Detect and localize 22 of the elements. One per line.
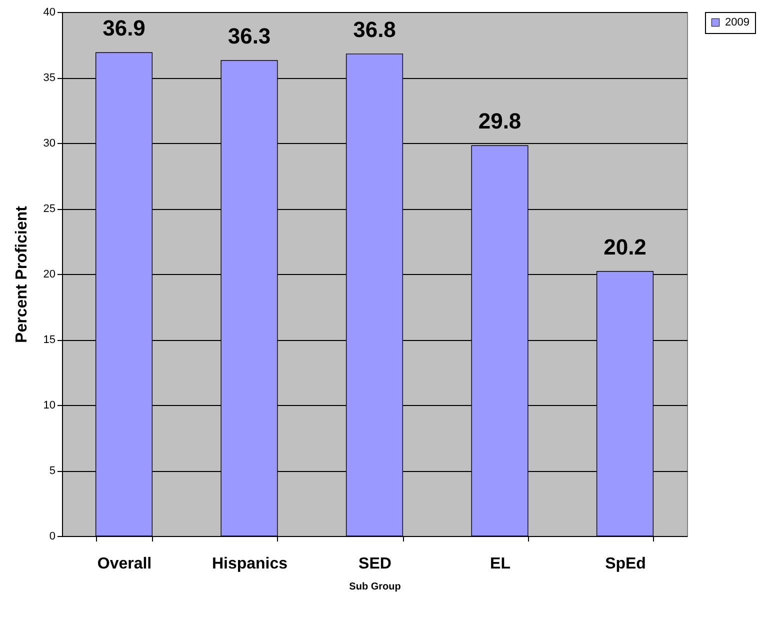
x-tick-label: SED — [358, 556, 392, 572]
y-axis-title: Percent Proficient — [13, 205, 30, 343]
y-tick-label: 20 — [43, 268, 56, 280]
y-tick-label: 10 — [43, 400, 56, 412]
data-label: 36.9 — [102, 16, 146, 41]
data-label: 36.8 — [353, 16, 396, 42]
y-tick-label: 30 — [43, 138, 56, 150]
x-tick-label: EL — [490, 556, 511, 572]
y-tick-label: 5 — [49, 465, 56, 477]
y-tick-label: 40 — [43, 6, 56, 18]
x-tick-label: SpEd — [605, 556, 646, 572]
x-axis-title: Sub Group — [349, 582, 401, 592]
x-tick-label: Overall — [97, 556, 152, 572]
x-tick-label: Hispanics — [212, 556, 288, 572]
data-label: 36.3 — [228, 23, 271, 48]
y-tick-label: 0 — [49, 530, 56, 542]
legend-label: 2009 — [725, 16, 750, 28]
data-label: 20.2 — [604, 234, 646, 260]
data-label: 29.8 — [478, 108, 522, 134]
y-tick-label: 35 — [43, 72, 56, 84]
y-tick-label: 15 — [43, 334, 56, 346]
y-tick-label: 25 — [43, 203, 56, 215]
